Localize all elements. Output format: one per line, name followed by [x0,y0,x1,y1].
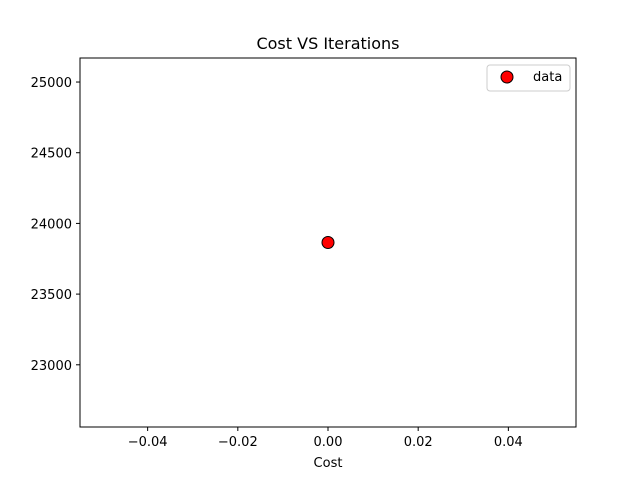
x-tick-label: 0.00 [314,435,343,450]
axes-frame [79,57,577,428]
legend-marker [500,70,514,84]
y-tick-label: 23500 [31,288,72,303]
legend-label: data [533,70,562,85]
x-tick-label: 0.02 [404,435,433,450]
x-tick-label: −0.04 [128,435,168,450]
y-tick-label: 24500 [31,147,72,162]
y-tick-label: 24000 [31,217,72,232]
data-point [321,236,335,249]
chart-title: Cost VS Iterations [256,34,399,53]
x-axis-label: Cost [314,456,343,471]
x-tick-label: 0.04 [494,435,523,450]
y-tick-label: 23000 [31,359,72,374]
y-tick-label: 25000 [31,76,72,91]
legend: data [486,64,571,92]
plot-area: −0.04 −0.02 0.00 0.02 0.04 23000 23500 24000 245… [31,57,577,450]
x-tick-label: −0.02 [218,435,258,450]
